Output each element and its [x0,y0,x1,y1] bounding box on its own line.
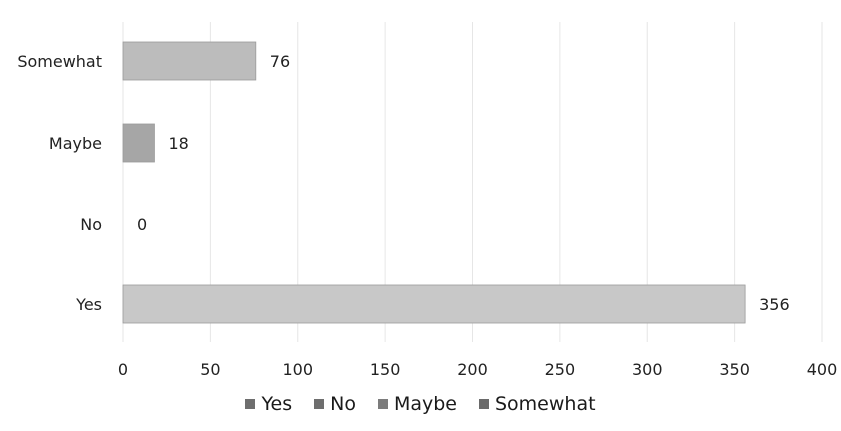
legend-item-no: No [314,393,356,415]
category-label-maybe: Maybe [49,134,102,153]
legend-label: Yes [261,393,293,415]
legend-swatch [478,399,489,409]
x-tick-label-300: 300 [632,360,663,379]
legend-swatch [314,399,325,409]
x-tick-label-50: 50 [200,360,220,379]
category-label-yes: Yes [75,295,102,314]
category-label-no: No [80,215,102,234]
legend-item-somewhat: Somewhat [478,393,596,415]
legend-swatch [245,399,256,409]
legend-swatch [377,399,388,409]
x-tick-label-200: 200 [457,360,488,379]
bar-maybe [122,123,155,163]
bar-yes [122,284,746,324]
x-tick-label-150: 150 [370,360,401,379]
x-tick-label-400: 400 [807,360,838,379]
x-tick-label-0: 0 [118,360,128,379]
legend-label: Maybe [393,393,457,415]
legend-label: Somewhat [494,393,596,415]
legend-label: No [330,393,356,415]
legend-item-yes: Yes [245,393,292,415]
x-tick-label-250: 250 [545,360,576,379]
data-label-maybe: 18 [168,134,188,153]
x-tick-label-350: 350 [719,360,750,379]
category-label-somewhat: Somewhat [17,52,102,71]
legend-item-maybe: Maybe [377,393,457,415]
bar-somewhat [122,41,257,81]
legend: Yes No Maybe Somewhat [0,393,841,415]
data-label-yes: 356 [759,295,790,314]
data-label-no: 0 [137,215,147,234]
data-label-somewhat: 76 [270,52,290,71]
x-tick-label-100: 100 [282,360,313,379]
